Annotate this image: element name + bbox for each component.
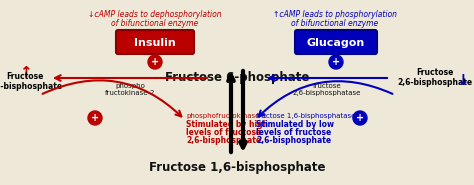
Text: Stimulated by low: Stimulated by low bbox=[256, 120, 334, 129]
Circle shape bbox=[148, 55, 162, 69]
FancyBboxPatch shape bbox=[116, 30, 194, 54]
Text: ↑cAMP leads to phosphorylation: ↑cAMP leads to phosphorylation bbox=[273, 10, 397, 19]
Text: +: + bbox=[91, 113, 99, 123]
Text: ↑: ↑ bbox=[18, 65, 31, 80]
Text: +: + bbox=[151, 57, 159, 67]
Text: levels of fructose: levels of fructose bbox=[186, 128, 261, 137]
Text: Fructose
2,6-bisphosphate: Fructose 2,6-bisphosphate bbox=[0, 72, 63, 91]
Text: ↓: ↓ bbox=[456, 73, 468, 88]
Text: Stimulated by high: Stimulated by high bbox=[186, 120, 268, 129]
FancyBboxPatch shape bbox=[295, 30, 377, 54]
Text: of bifunctional enzyme: of bifunctional enzyme bbox=[111, 19, 199, 28]
Text: ↓cAMP leads to dephosphorylation: ↓cAMP leads to dephosphorylation bbox=[88, 10, 222, 19]
Circle shape bbox=[88, 111, 102, 125]
Text: phospho
fructokinase-2: phospho fructokinase-2 bbox=[105, 83, 155, 96]
Circle shape bbox=[353, 111, 367, 125]
Text: Glucagon: Glucagon bbox=[307, 38, 365, 48]
Text: phosphofructokinase-1: phosphofructokinase-1 bbox=[186, 113, 266, 119]
Text: 2,6-bisphosphate: 2,6-bisphosphate bbox=[256, 136, 331, 145]
Text: fructose
2,6-bisphosphatase: fructose 2,6-bisphosphatase bbox=[293, 83, 361, 96]
Text: Insulin: Insulin bbox=[134, 38, 176, 48]
Text: +: + bbox=[332, 57, 340, 67]
Text: of bifunctional enzyme: of bifunctional enzyme bbox=[292, 19, 379, 28]
Circle shape bbox=[329, 55, 343, 69]
Text: levels of fructose: levels of fructose bbox=[256, 128, 331, 137]
Text: fructose 1,6-bisphosphatase: fructose 1,6-bisphosphatase bbox=[256, 113, 356, 119]
Text: 2,6-bisphosphate: 2,6-bisphosphate bbox=[186, 136, 261, 145]
Text: Fructose 1,6-bisphosphate: Fructose 1,6-bisphosphate bbox=[149, 162, 325, 174]
Text: Fructose
2,6-bisphosphate: Fructose 2,6-bisphosphate bbox=[397, 68, 473, 87]
Text: +: + bbox=[356, 113, 364, 123]
Text: Fructose 6-phosphate: Fructose 6-phosphate bbox=[165, 71, 309, 85]
